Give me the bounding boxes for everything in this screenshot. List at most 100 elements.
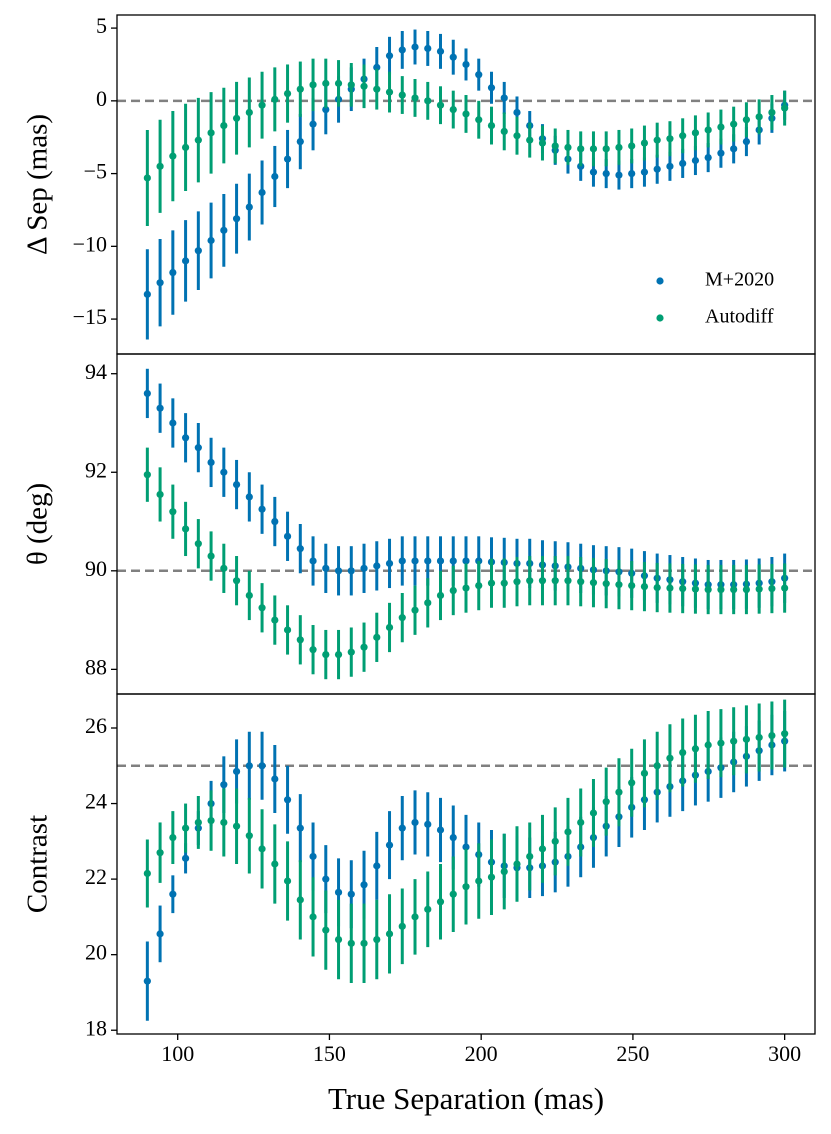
- point: [322, 79, 330, 87]
- point: [513, 578, 521, 586]
- point: [411, 94, 419, 102]
- point: [487, 873, 496, 881]
- point: [347, 81, 355, 89]
- point: [258, 845, 266, 853]
- point: [220, 781, 228, 789]
- point: [309, 120, 317, 128]
- point: [232, 577, 241, 585]
- point: [309, 852, 317, 861]
- point: [271, 172, 279, 181]
- point: [258, 505, 266, 513]
- point: [398, 91, 406, 99]
- point: [271, 775, 279, 783]
- point: [258, 188, 266, 197]
- point: [194, 136, 202, 144]
- point: [156, 404, 164, 412]
- point: [475, 116, 483, 124]
- point: [424, 44, 432, 53]
- legend-marker: [656, 277, 664, 285]
- point: [296, 545, 304, 553]
- point: [373, 935, 381, 944]
- point: [296, 824, 304, 832]
- point: [220, 226, 228, 234]
- axes-frame: [116, 693, 816, 1035]
- point: [156, 162, 164, 170]
- point: [258, 101, 266, 109]
- point: [526, 136, 534, 144]
- point: [666, 754, 674, 762]
- point: [717, 149, 725, 157]
- point: [283, 626, 292, 634]
- point: [475, 581, 483, 590]
- x-tick-label: 250: [616, 1041, 649, 1066]
- y-tick-label: 92: [85, 457, 107, 482]
- point: [538, 577, 547, 585]
- point: [666, 584, 674, 592]
- y-tick-label: 94: [85, 359, 107, 384]
- point: [679, 748, 687, 757]
- point: [207, 236, 215, 245]
- point: [526, 577, 534, 585]
- y-axis-label: θ (deg): [22, 483, 54, 565]
- point: [232, 767, 241, 776]
- point: [232, 480, 241, 489]
- point: [385, 559, 394, 568]
- point: [360, 82, 368, 90]
- point: [194, 540, 202, 548]
- y-tick-label: 0: [96, 86, 107, 111]
- point: [513, 860, 521, 868]
- x-axis-label: True Separation (mas): [328, 1081, 604, 1116]
- y-tick-label: 90: [85, 556, 107, 581]
- y-tick-label: −10: [73, 231, 107, 256]
- point: [309, 913, 317, 921]
- point: [143, 869, 151, 878]
- point: [398, 824, 406, 832]
- point: [143, 977, 151, 985]
- point: [296, 896, 304, 904]
- point: [755, 585, 763, 593]
- point: [742, 735, 751, 743]
- point: [398, 922, 406, 930]
- point: [322, 650, 330, 659]
- point: [271, 616, 279, 624]
- point: [398, 557, 406, 565]
- point: [181, 434, 190, 442]
- point: [296, 137, 304, 146]
- y-tick-label: 26: [85, 713, 107, 738]
- point: [232, 215, 241, 223]
- point: [296, 85, 304, 93]
- point: [373, 85, 381, 93]
- point: [742, 116, 751, 124]
- point: [207, 129, 215, 137]
- point: [334, 79, 343, 87]
- y-tick-label: 22: [85, 864, 107, 889]
- point: [156, 930, 164, 938]
- point: [577, 578, 585, 586]
- point: [628, 169, 636, 178]
- point: [564, 828, 572, 836]
- point: [462, 883, 470, 891]
- point: [181, 824, 190, 832]
- point: [564, 577, 572, 585]
- point: [551, 142, 559, 150]
- point: [245, 108, 253, 117]
- point: [653, 762, 661, 770]
- point: [691, 585, 700, 593]
- point: [334, 935, 343, 944]
- point: [730, 737, 738, 745]
- point: [436, 826, 445, 834]
- point: [360, 881, 368, 889]
- point: [143, 471, 151, 479]
- point: [500, 127, 508, 135]
- point: [768, 731, 776, 740]
- point: [589, 145, 598, 153]
- point: [730, 585, 738, 594]
- point: [220, 564, 228, 572]
- point: [755, 113, 763, 121]
- point: [194, 818, 202, 827]
- point: [220, 468, 228, 476]
- point: [602, 169, 610, 178]
- point: [334, 650, 343, 659]
- point: [283, 155, 292, 163]
- point: [143, 174, 151, 182]
